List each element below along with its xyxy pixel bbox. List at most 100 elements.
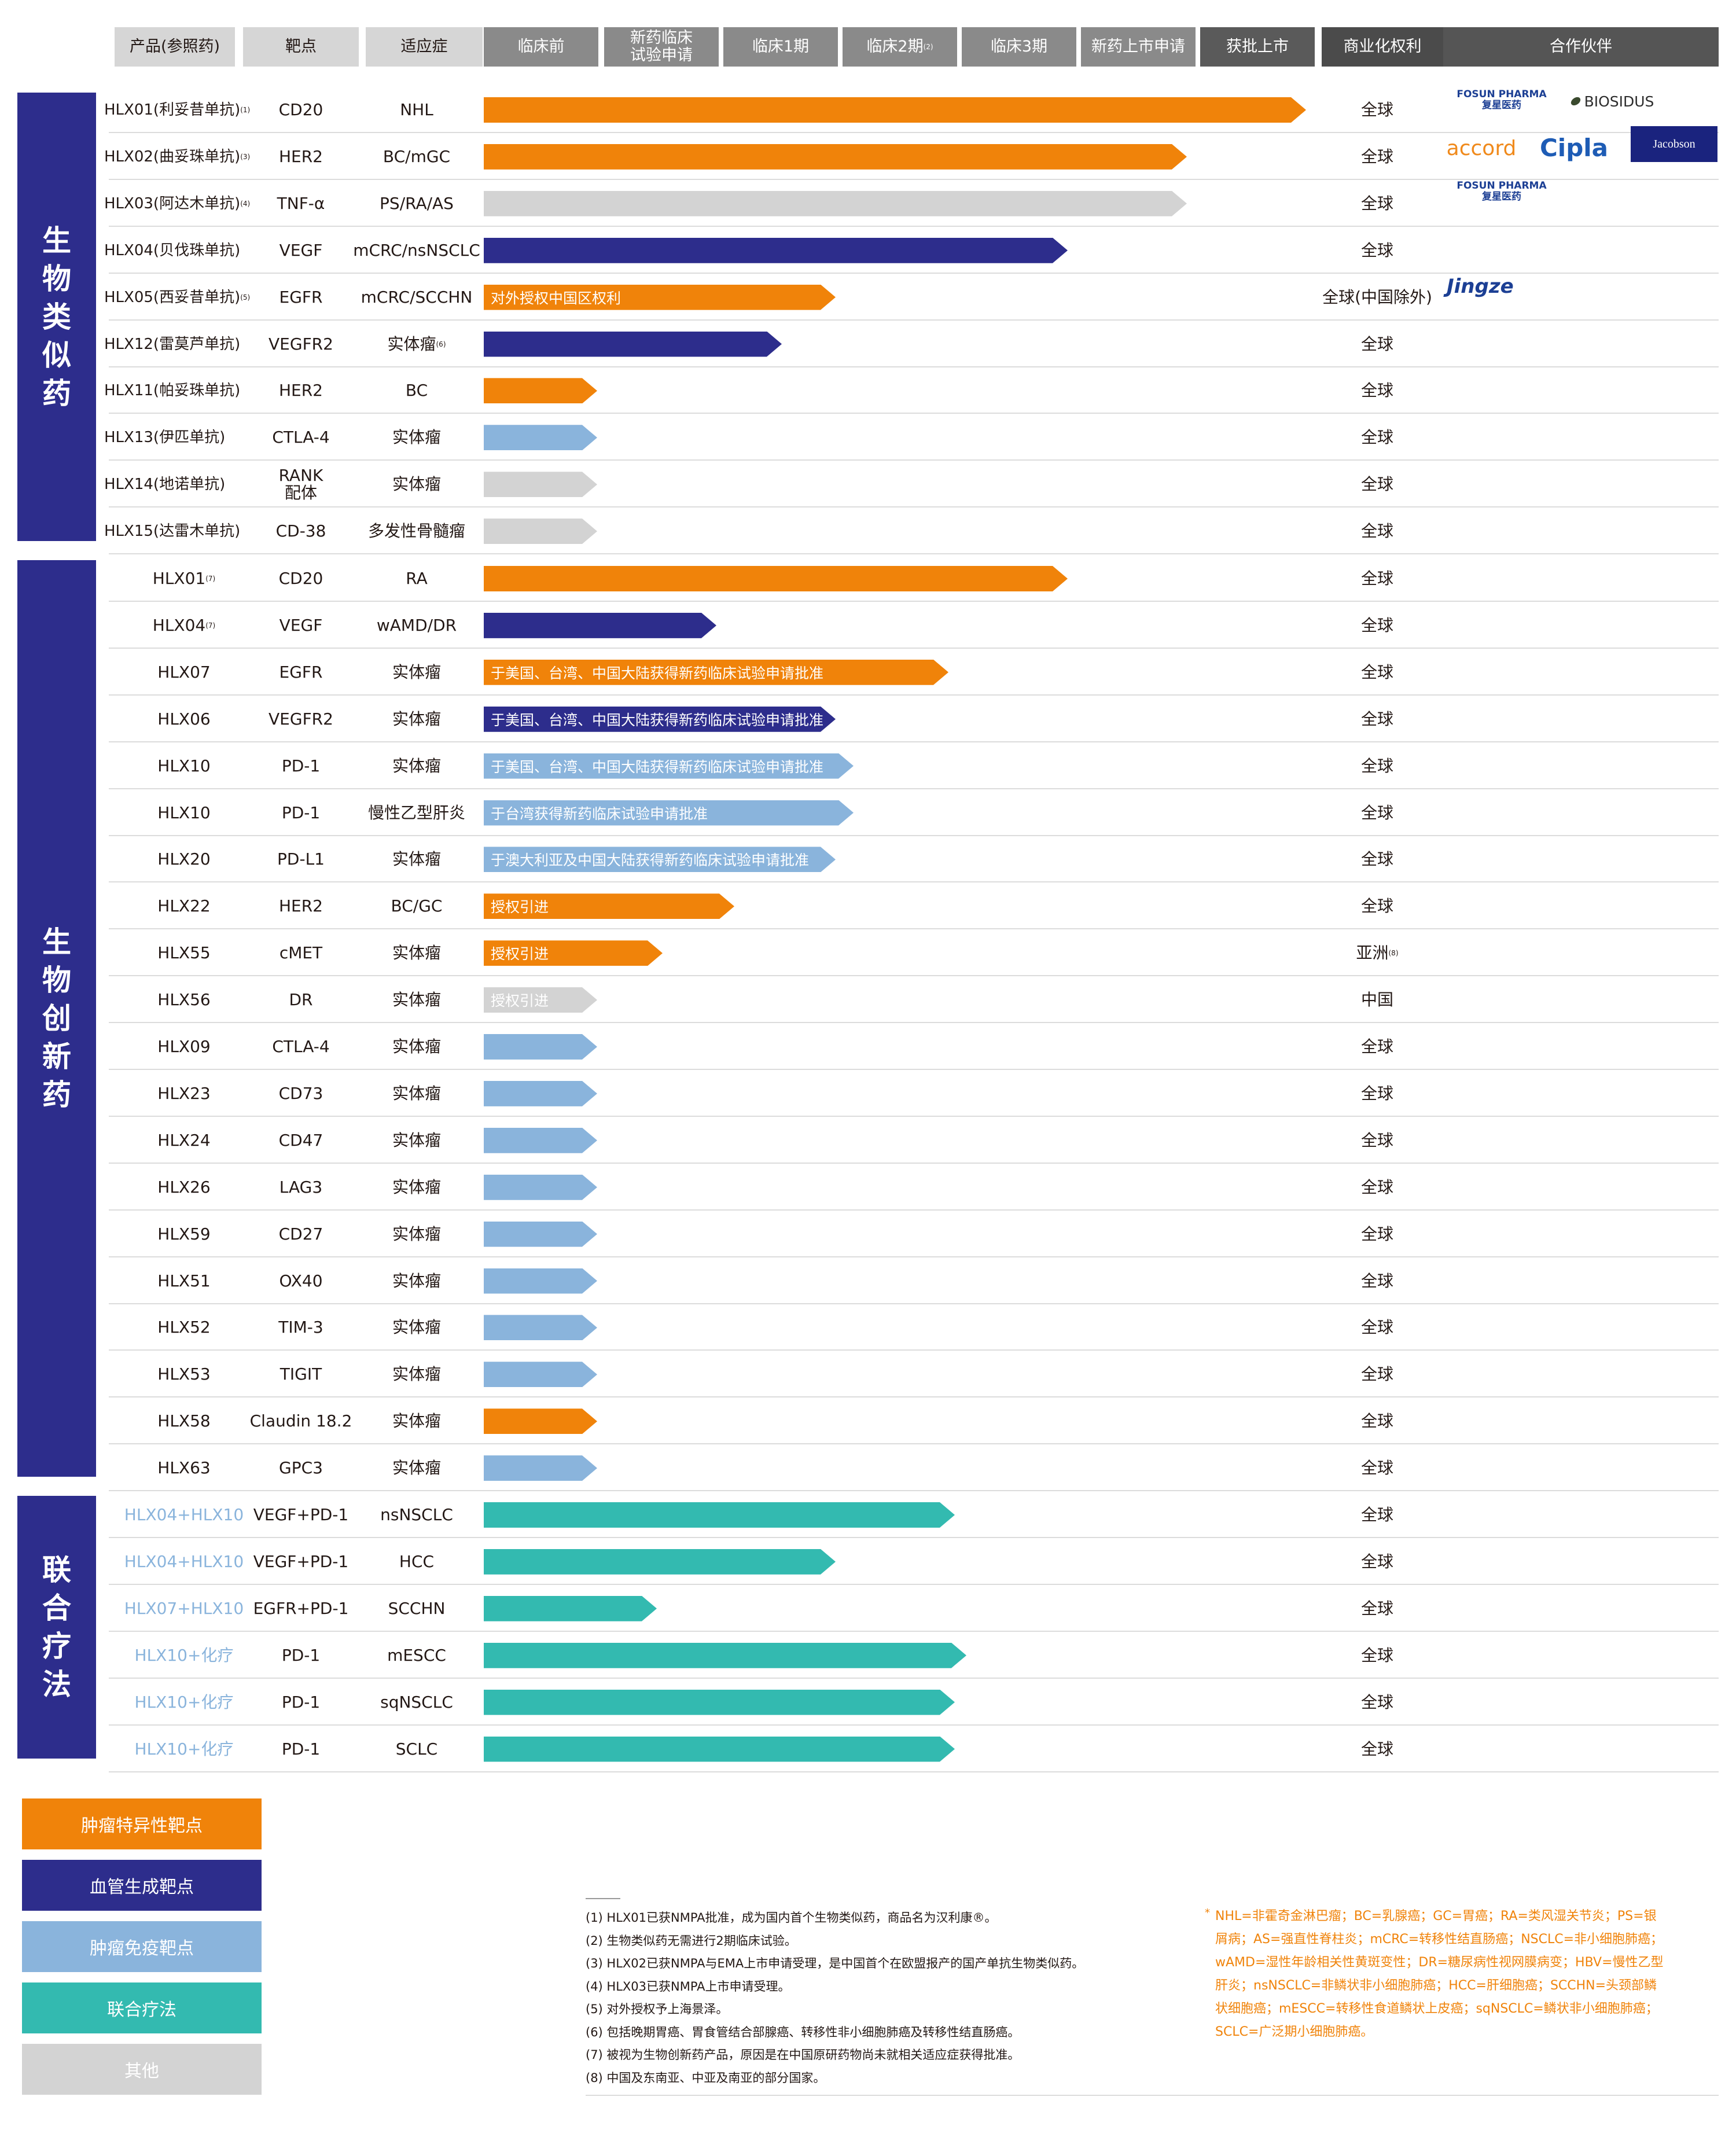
row-rights-text: 全球 [1360, 849, 1393, 869]
row-indication: mCRC/SCCHN [347, 280, 486, 315]
row-indication: RA [347, 561, 486, 596]
row-target-text: VEGFR2 [269, 334, 333, 354]
row-divider [109, 1256, 1719, 1257]
legend-item: 肿瘤免疫靶点 [22, 1921, 262, 1972]
row-target: CTLA-4 [243, 417, 359, 458]
row-product-name: HLX06 [157, 709, 211, 729]
accord-logo: accord [1447, 132, 1517, 164]
abbreviations-text: NHL=非霍奇金淋巴瘤；BC=乳腺癌；GC=胃癌；RA=类风湿关节炎；PS=银屑… [1215, 1909, 1664, 2039]
row-product: HLX01 (7) [109, 561, 259, 596]
row-product-name: HLX10+化疗 [134, 1692, 234, 1712]
row-rights-text: 全球 [1360, 100, 1393, 119]
row-target: CD73 [243, 1073, 359, 1115]
row-rights: 全球 [1290, 889, 1464, 924]
row-indication: SCCHN [347, 1591, 486, 1626]
row-product-name: HLX11(帕妥珠单抗) [104, 382, 241, 400]
row-target: PD-L1 [243, 838, 359, 880]
legend-item: 联合疗法 [22, 1982, 262, 2033]
row-rights-text: 全球 [1360, 240, 1393, 260]
row-rights: 全球 [1290, 1170, 1464, 1205]
row-target-text: CTLA-4 [272, 1037, 330, 1056]
row-product-name: HLX52 [157, 1318, 211, 1337]
progress-bar-note: 授权引进 [491, 899, 549, 916]
jingze-logo-text: Jingze [1447, 275, 1514, 298]
row-product: HLX02(曲妥珠单抗) (3) [104, 139, 259, 174]
row-rights: 全球 [1290, 561, 1464, 596]
row-indication-text: 实体瘤 [392, 709, 441, 729]
progress-bar [484, 518, 597, 544]
row-target-text: EGFR+PD-1 [253, 1598, 349, 1618]
row-target-text: PD-1 [281, 803, 321, 822]
row-divider [109, 1396, 1719, 1398]
row-divider [109, 788, 1719, 789]
row-rights: 全球 [1290, 233, 1464, 268]
row-product-name: HLX55 [157, 943, 211, 963]
row-rights: 全球 [1290, 1451, 1464, 1485]
row-divider [109, 1583, 1719, 1585]
row-divider [109, 413, 1719, 414]
row-divider [109, 178, 1719, 180]
section-biosimilars: 生物类似药 [17, 93, 96, 541]
row-indication: 实体瘤 [347, 655, 486, 690]
row-indication-text: mCRC/nsNSCLC [353, 240, 480, 260]
row-product: HLX23 [109, 1076, 259, 1111]
row-indication-text: 实体瘤 [392, 1318, 441, 1337]
row-divider [109, 694, 1719, 696]
row-product-name: HLX14(地诺单抗) [104, 476, 226, 494]
row-indication: 实体瘤 [347, 1076, 486, 1111]
row-rights-sup: (8) [1388, 949, 1399, 958]
row-target-text: TNF-α [277, 193, 325, 213]
row-target-text: VEGF [279, 240, 323, 260]
row-rights: 全球 [1290, 186, 1464, 221]
row-rights-text: 全球 [1360, 428, 1393, 447]
row-target-text: GPC3 [279, 1458, 323, 1478]
legend-item: 其他 [22, 2044, 262, 2095]
row-target: PD-1 [243, 1635, 359, 1676]
row-target: Claudin 18.2 [243, 1400, 359, 1442]
header-phase-label: 新药临床 试验申请 [630, 29, 693, 64]
row-divider [109, 881, 1719, 883]
row-rights-text: 全球 [1360, 709, 1393, 729]
row-rights-text: 全球 [1360, 1177, 1393, 1197]
progress-bar-note: 授权引进 [491, 946, 549, 963]
progress-bar [484, 97, 1306, 123]
row-rights-text: 全球 [1360, 1645, 1393, 1665]
row-target: VEGF+PD-1 [243, 1541, 359, 1583]
row-indication-sup: (6) [436, 340, 446, 348]
cipla-logo-text: Cipla [1539, 133, 1609, 162]
row-product-name: HLX26 [157, 1177, 211, 1197]
row-indication-text: HCC [399, 1551, 435, 1571]
header-phase-6: 新药上市申请 [1081, 27, 1196, 67]
row-target-text: VEGF+PD-1 [253, 1505, 349, 1524]
row-indication-text: 慢性乙型肝炎 [367, 803, 465, 822]
row-rights: 全球 [1290, 1685, 1464, 1720]
row-rights-text: 全球 [1360, 615, 1393, 635]
row-rights: 全球 [1290, 1404, 1464, 1439]
abbreviations-block: * NHL=非霍奇金淋巴瘤；BC=乳腺癌；GC=胃癌；RA=类风湿关节炎；PS=… [1205, 1905, 1667, 2044]
row-divider [109, 1630, 1719, 1632]
section-char: 类 [42, 300, 71, 334]
progress-bar [484, 1081, 597, 1106]
row-indication-text: sqNSCLC [380, 1692, 453, 1712]
row-divider [109, 319, 1719, 321]
row-product: HLX04(贝伐珠单抗) [104, 233, 259, 268]
progress-bar-note: 于美国、台湾、中国大陆获得新药临床试验申请批准 [491, 711, 824, 729]
row-rights: 全球 [1290, 1591, 1464, 1626]
row-rights-text: 全球 [1360, 1551, 1393, 1571]
section-char: 药 [42, 1078, 71, 1112]
row-divider [109, 366, 1719, 367]
row-indication-text: BC/mGC [382, 146, 451, 166]
row-product: HLX12(雷莫芦单抗) [104, 327, 259, 362]
row-target-text: OX40 [279, 1271, 323, 1290]
row-target-text: VEGF [279, 615, 323, 635]
progress-bar [484, 144, 1187, 170]
progress-bar-note: 于美国、台湾、中国大陆获得新药临床试验申请批准 [491, 758, 824, 775]
row-target: CD47 [243, 1120, 359, 1161]
section-combination: 联合疗法 [17, 1496, 96, 1759]
row-target: CD20 [243, 89, 359, 131]
row-indication-text: nsNSCLC [380, 1505, 453, 1524]
row-divider [109, 1209, 1719, 1211]
row-target-text: CD-38 [275, 521, 326, 541]
row-target-text: HER2 [278, 146, 323, 166]
header-phase-label: 临床2期 [866, 38, 924, 56]
